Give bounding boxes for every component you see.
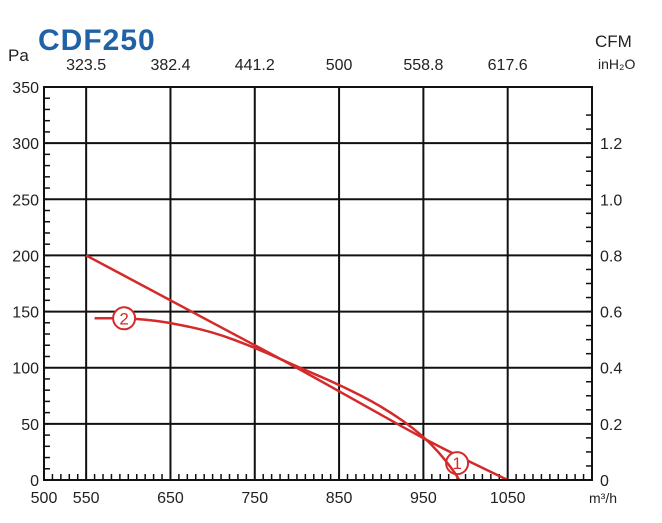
series-line-1	[85, 254, 509, 480]
x-tick-label: 850	[326, 490, 353, 507]
top-tick-label: 500	[326, 57, 353, 74]
x-tick-label: 1050	[490, 490, 526, 507]
grid	[44, 86, 592, 481]
series-marker-label-2: 2	[119, 309, 128, 328]
y-tick-label: 200	[12, 248, 39, 265]
y-tick-label: 350	[12, 80, 39, 97]
right-tick-label: 0.2	[600, 417, 622, 434]
right-tick-label: 0	[600, 473, 609, 490]
series-line-2	[94, 317, 461, 480]
minor-ticks	[43, 86, 593, 481]
right-tick-label: 0.8	[600, 248, 622, 265]
curves: 12	[85, 254, 509, 480]
y-tick-label: 100	[12, 361, 39, 378]
right-tick-label: 1.2	[600, 136, 622, 153]
x-tick-label: 650	[157, 490, 184, 507]
x-tick-label: 500	[31, 490, 58, 507]
bottom-unit-label: m³/h	[589, 490, 617, 506]
series-marker-label-1: 1	[452, 454, 461, 473]
right-tick-label: 0.4	[600, 361, 622, 378]
tick-labels: 0 50 100 150 200 250 300 350 500 550 650 750 850 950 1…	[12, 57, 622, 507]
left-unit-label: Pa	[8, 46, 29, 65]
y-tick-label: 250	[12, 192, 39, 209]
top-tick-label: 617.6	[488, 57, 528, 74]
right-tick-label: 1.0	[600, 192, 622, 209]
top-tick-label: 558.8	[403, 57, 443, 74]
plot-frame	[43, 86, 593, 481]
top-unit-label: CFM	[595, 32, 632, 51]
right-tick-label: 0.6	[600, 305, 622, 322]
top-tick-label: 382.4	[150, 57, 190, 74]
x-tick-label: 950	[410, 490, 437, 507]
y-tick-label: 300	[12, 136, 39, 153]
y-tick-label: 50	[21, 417, 39, 434]
y-tick-label: 150	[12, 305, 39, 322]
x-tick-label: 750	[241, 490, 268, 507]
x-tick-label: 550	[73, 490, 100, 507]
top-tick-label: 441.2	[235, 57, 275, 74]
chart-title: CDF250	[38, 24, 156, 57]
series-marker-2	[112, 306, 137, 331]
right-unit-label: inH₂O	[598, 56, 635, 72]
y-tick-label: 0	[30, 473, 39, 490]
top-tick-label: 323.5	[66, 57, 106, 74]
